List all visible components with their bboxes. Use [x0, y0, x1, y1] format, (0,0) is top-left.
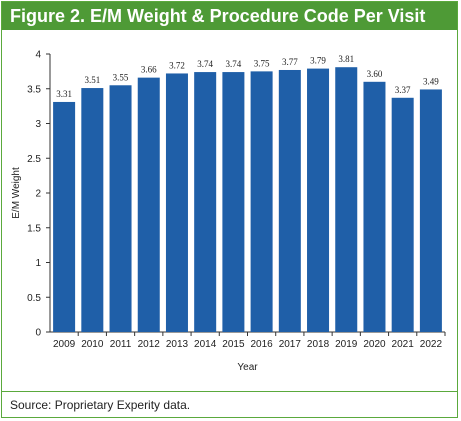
y-tick-label: 2 [35, 189, 41, 200]
data-label: 3.49 [423, 76, 439, 86]
y-tick-label: 3 [35, 119, 41, 130]
x-tick-label: 2017 [279, 339, 302, 350]
x-tick-label: 2015 [222, 339, 245, 350]
data-label: 3.66 [141, 65, 157, 75]
y-tick-label: 0.5 [27, 293, 41, 304]
bar [81, 88, 104, 333]
x-tick-label: 2012 [138, 339, 161, 350]
data-label: 3.72 [169, 60, 185, 70]
data-label: 3.51 [84, 75, 100, 85]
x-tick-label: 2018 [307, 339, 330, 350]
x-tick-label: 2013 [166, 339, 189, 350]
source-note: Source: Proprietary Experity data. [10, 398, 191, 412]
y-axis-title: E/M Weight [11, 167, 22, 219]
bar-chart: 0 0.5 1 1.5 2 2.5 3 3.5 4 3.31 2009 3.51 2010 3.55 201… [11, 50, 446, 373]
data-label: 3.74 [226, 59, 242, 69]
y-tick-label: 1 [35, 258, 41, 269]
data-label: 3.37 [395, 85, 411, 95]
data-label: 3.81 [338, 54, 354, 64]
figure-title: Figure 2. E/M Weight & Procedure Code Pe… [2, 2, 457, 30]
x-axis-title: Year [237, 362, 258, 373]
x-tick-label: 2021 [392, 339, 415, 350]
x-tick-label: 2016 [250, 339, 273, 350]
x-tick-label: 2010 [81, 339, 104, 350]
bar [165, 73, 188, 333]
bar [391, 97, 414, 332]
bar [109, 85, 132, 333]
y-tick-label: 4 [35, 50, 41, 61]
bar [137, 77, 160, 332]
x-tick-label: 2014 [194, 339, 217, 350]
data-label: 3.77 [282, 57, 298, 67]
y-tick-label: 0 [35, 328, 41, 339]
data-label: 3.60 [367, 69, 383, 79]
bar [278, 69, 301, 333]
x-tick-label: 2009 [53, 339, 76, 350]
bar [363, 81, 386, 332]
bar [419, 89, 442, 332]
bar [222, 72, 245, 332]
y-tick-label: 3.5 [27, 84, 41, 95]
data-label: 3.31 [56, 89, 72, 99]
bar [250, 71, 273, 332]
x-tick-label: 2011 [110, 339, 132, 350]
source-divider [2, 391, 457, 392]
data-label: 3.55 [113, 72, 129, 82]
bar [53, 101, 76, 332]
bar [307, 68, 330, 332]
x-tick-label: 2019 [335, 339, 358, 350]
x-tick-label: 2022 [420, 339, 443, 350]
data-label: 3.79 [310, 56, 326, 66]
data-label: 3.75 [254, 58, 270, 68]
x-tick-label: 2020 [363, 339, 386, 350]
y-tick-label: 1.5 [27, 223, 41, 234]
bar [335, 67, 358, 332]
data-label: 3.74 [197, 59, 213, 69]
y-tick-label: 2.5 [27, 154, 41, 165]
bar [194, 72, 217, 332]
